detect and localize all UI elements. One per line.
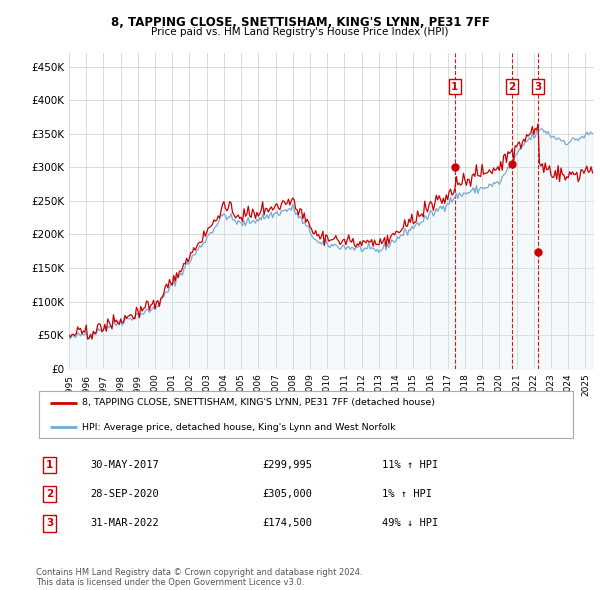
Text: 2: 2	[509, 81, 516, 91]
Text: 30-MAY-2017: 30-MAY-2017	[90, 460, 159, 470]
Text: 8, TAPPING CLOSE, SNETTISHAM, KING'S LYNN, PE31 7FF: 8, TAPPING CLOSE, SNETTISHAM, KING'S LYN…	[110, 16, 490, 29]
Text: 8, TAPPING CLOSE, SNETTISHAM, KING'S LYNN, PE31 7FF (detached house): 8, TAPPING CLOSE, SNETTISHAM, KING'S LYN…	[82, 398, 435, 408]
Text: 11% ↑ HPI: 11% ↑ HPI	[382, 460, 438, 470]
Text: Price paid vs. HM Land Registry's House Price Index (HPI): Price paid vs. HM Land Registry's House …	[151, 27, 449, 37]
Text: £174,500: £174,500	[263, 519, 313, 529]
Text: Contains HM Land Registry data © Crown copyright and database right 2024.
This d: Contains HM Land Registry data © Crown c…	[36, 568, 362, 587]
Text: £299,995: £299,995	[263, 460, 313, 470]
FancyBboxPatch shape	[39, 391, 574, 438]
Text: 31-MAR-2022: 31-MAR-2022	[90, 519, 159, 529]
Text: 1: 1	[451, 81, 458, 91]
Text: 3: 3	[46, 519, 53, 529]
Text: 28-SEP-2020: 28-SEP-2020	[90, 489, 159, 499]
Text: 1% ↑ HPI: 1% ↑ HPI	[382, 489, 431, 499]
Text: 3: 3	[535, 81, 542, 91]
Text: 1: 1	[46, 460, 53, 470]
Text: 2: 2	[46, 489, 53, 499]
Text: HPI: Average price, detached house, King's Lynn and West Norfolk: HPI: Average price, detached house, King…	[82, 422, 395, 431]
Text: 49% ↓ HPI: 49% ↓ HPI	[382, 519, 438, 529]
Text: £305,000: £305,000	[263, 489, 313, 499]
